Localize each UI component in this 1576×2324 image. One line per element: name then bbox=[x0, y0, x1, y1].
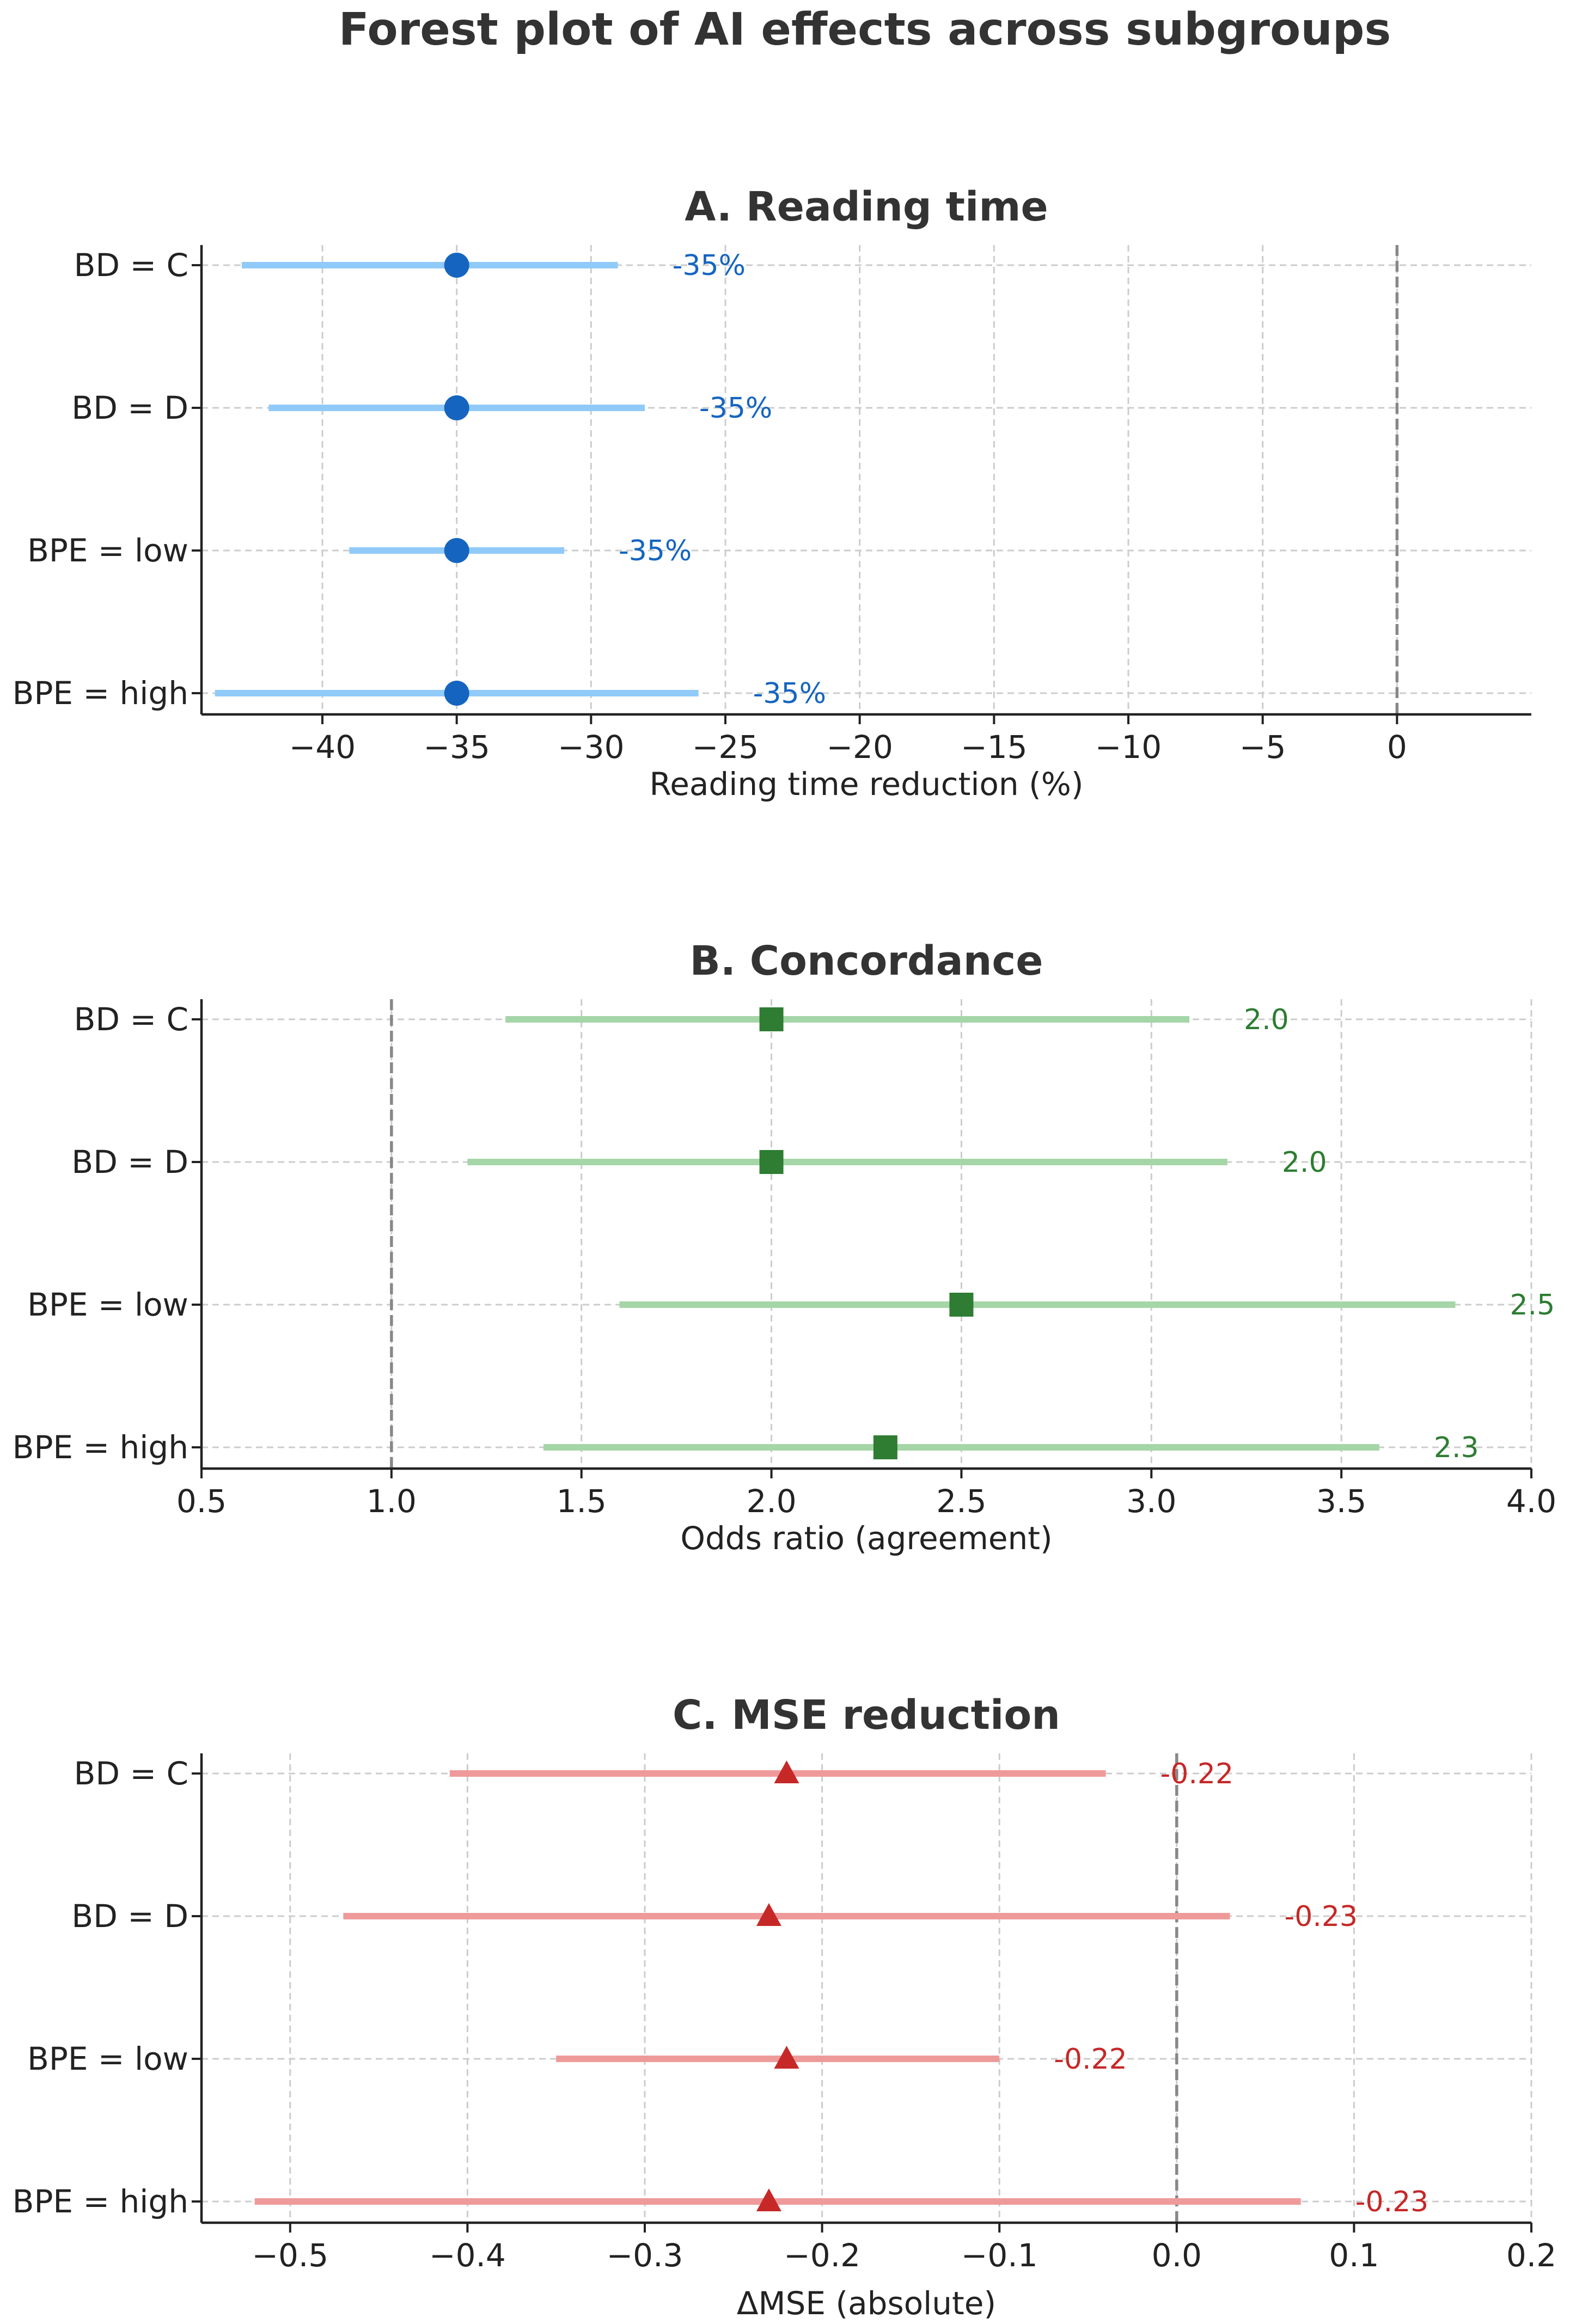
point-estimate bbox=[759, 1007, 784, 1031]
y-tick-label: BD = C bbox=[74, 1755, 188, 1792]
x-tick-label: 0.1 bbox=[1329, 2237, 1379, 2274]
x-tick-label: 0.2 bbox=[1506, 2237, 1556, 2274]
point-estimate bbox=[774, 1760, 799, 1783]
y-tick-label: BD = C bbox=[74, 247, 188, 284]
subgroup-row: -35% BPE = high bbox=[13, 675, 826, 712]
x-tick-label: −15 bbox=[961, 729, 1027, 766]
x-tick-label: −0.2 bbox=[784, 2237, 860, 2274]
panel-title: C. MSE reduction bbox=[673, 1692, 1060, 1739]
y-tick-label: BD = D bbox=[71, 389, 188, 426]
value-label: 2.0 bbox=[1282, 1146, 1327, 1179]
subgroup-row: 2.5 BPE = low bbox=[27, 1286, 1555, 1323]
figure-title: Forest plot of AI effects across subgrou… bbox=[339, 4, 1391, 56]
x-tick-label: −20 bbox=[826, 729, 893, 766]
point-estimate bbox=[774, 2046, 799, 2069]
point-estimate bbox=[444, 253, 469, 278]
x-tick-label: −0.4 bbox=[429, 2237, 506, 2274]
value-label: 2.0 bbox=[1244, 1004, 1289, 1036]
subgroup-row: -0.22 BPE = low bbox=[27, 2040, 1127, 2077]
subgroup-row: -0.23 BD = D bbox=[71, 1898, 1358, 1935]
value-label: -35% bbox=[619, 535, 692, 567]
subgroup-row: -0.23 BPE = high bbox=[13, 2183, 1429, 2220]
value-label: -35% bbox=[699, 392, 772, 425]
x-tick-label: −5 bbox=[1239, 729, 1286, 766]
point-estimate bbox=[756, 1903, 781, 1926]
y-tick-label: BPE = low bbox=[27, 2040, 188, 2077]
subgroup-row: 2.3 BPE = high bbox=[13, 1429, 1479, 1466]
value-label: -35% bbox=[673, 249, 746, 282]
x-axis-label: Reading time reduction (%) bbox=[650, 766, 1084, 803]
subgroup-row: -35% BPE = low bbox=[27, 532, 692, 569]
x-tick-label: −25 bbox=[692, 729, 759, 766]
point-estimate bbox=[444, 538, 469, 563]
y-tick-label: BPE = low bbox=[27, 532, 188, 569]
panels: A. Reading time -35% BD = C -35% BD = D -35% B… bbox=[13, 184, 1556, 2322]
subgroup-row: -35% BD = C bbox=[74, 247, 746, 284]
x-tick-label: 2.5 bbox=[936, 1483, 986, 1520]
point-estimate bbox=[949, 1293, 974, 1317]
point-estimate bbox=[444, 395, 469, 420]
x-tick-label: 4.0 bbox=[1506, 1483, 1556, 1520]
y-tick-label: BPE = high bbox=[13, 2183, 188, 2220]
subgroup-row: 2.0 BD = C bbox=[74, 1001, 1289, 1038]
panel-title: A. Reading time bbox=[685, 184, 1048, 230]
point-estimate bbox=[756, 2188, 781, 2211]
subgroup-row: -35% BD = D bbox=[71, 389, 772, 426]
x-tick-label: −0.3 bbox=[607, 2237, 683, 2274]
y-tick-label: BPE = low bbox=[27, 1286, 188, 1323]
x-tick-label: −30 bbox=[558, 729, 624, 766]
panel-title: B. Concordance bbox=[690, 938, 1043, 984]
x-tick-label: −0.5 bbox=[252, 2237, 328, 2274]
x-tick-label: 3.0 bbox=[1126, 1483, 1176, 1520]
value-label: 2.5 bbox=[1510, 1289, 1555, 1322]
x-tick-label: 3.5 bbox=[1316, 1483, 1366, 1520]
point-estimate bbox=[873, 1435, 897, 1459]
x-tick-label: 1.0 bbox=[366, 1483, 417, 1520]
value-label: -0.22 bbox=[1160, 1758, 1234, 1790]
value-label: -0.23 bbox=[1355, 2186, 1429, 2218]
x-tick-label: 1.5 bbox=[557, 1483, 607, 1520]
y-tick-label: BD = C bbox=[74, 1001, 188, 1038]
x-axis-label: ΔMSE (absolute) bbox=[737, 2285, 996, 2322]
subgroup-row: 2.0 BD = D bbox=[71, 1143, 1327, 1181]
x-tick-label: −40 bbox=[289, 729, 356, 766]
point-estimate bbox=[759, 1150, 784, 1174]
x-tick-label: −35 bbox=[423, 729, 490, 766]
x-axis-label: Odds ratio (agreement) bbox=[680, 1520, 1052, 1557]
y-tick-label: BD = D bbox=[71, 1143, 188, 1181]
value-label: -0.23 bbox=[1284, 1900, 1358, 1933]
y-tick-label: BPE = high bbox=[13, 1429, 188, 1466]
value-label: -35% bbox=[753, 677, 826, 710]
x-tick-label: 0 bbox=[1387, 729, 1407, 766]
panel-1: A. Reading time -35% BD = C -35% BD = D -35% B… bbox=[13, 184, 1531, 803]
value-label: -0.22 bbox=[1054, 2043, 1127, 2076]
x-tick-label: 2.0 bbox=[746, 1483, 796, 1520]
y-tick-label: BD = D bbox=[71, 1898, 188, 1935]
x-tick-label: 0.0 bbox=[1152, 2237, 1202, 2274]
panel-2: B. Concordance 2.0 BD = C 2.0 BD = D 2.5 BPE =… bbox=[13, 938, 1556, 1557]
x-tick-label: 0.5 bbox=[176, 1483, 227, 1520]
point-estimate bbox=[444, 681, 469, 706]
x-tick-label: −10 bbox=[1095, 729, 1162, 766]
x-tick-label: −0.1 bbox=[961, 2237, 1038, 2274]
subgroup-row: -0.22 BD = C bbox=[74, 1755, 1234, 1792]
value-label: 2.3 bbox=[1434, 1432, 1479, 1464]
y-tick-label: BPE = high bbox=[13, 675, 188, 712]
